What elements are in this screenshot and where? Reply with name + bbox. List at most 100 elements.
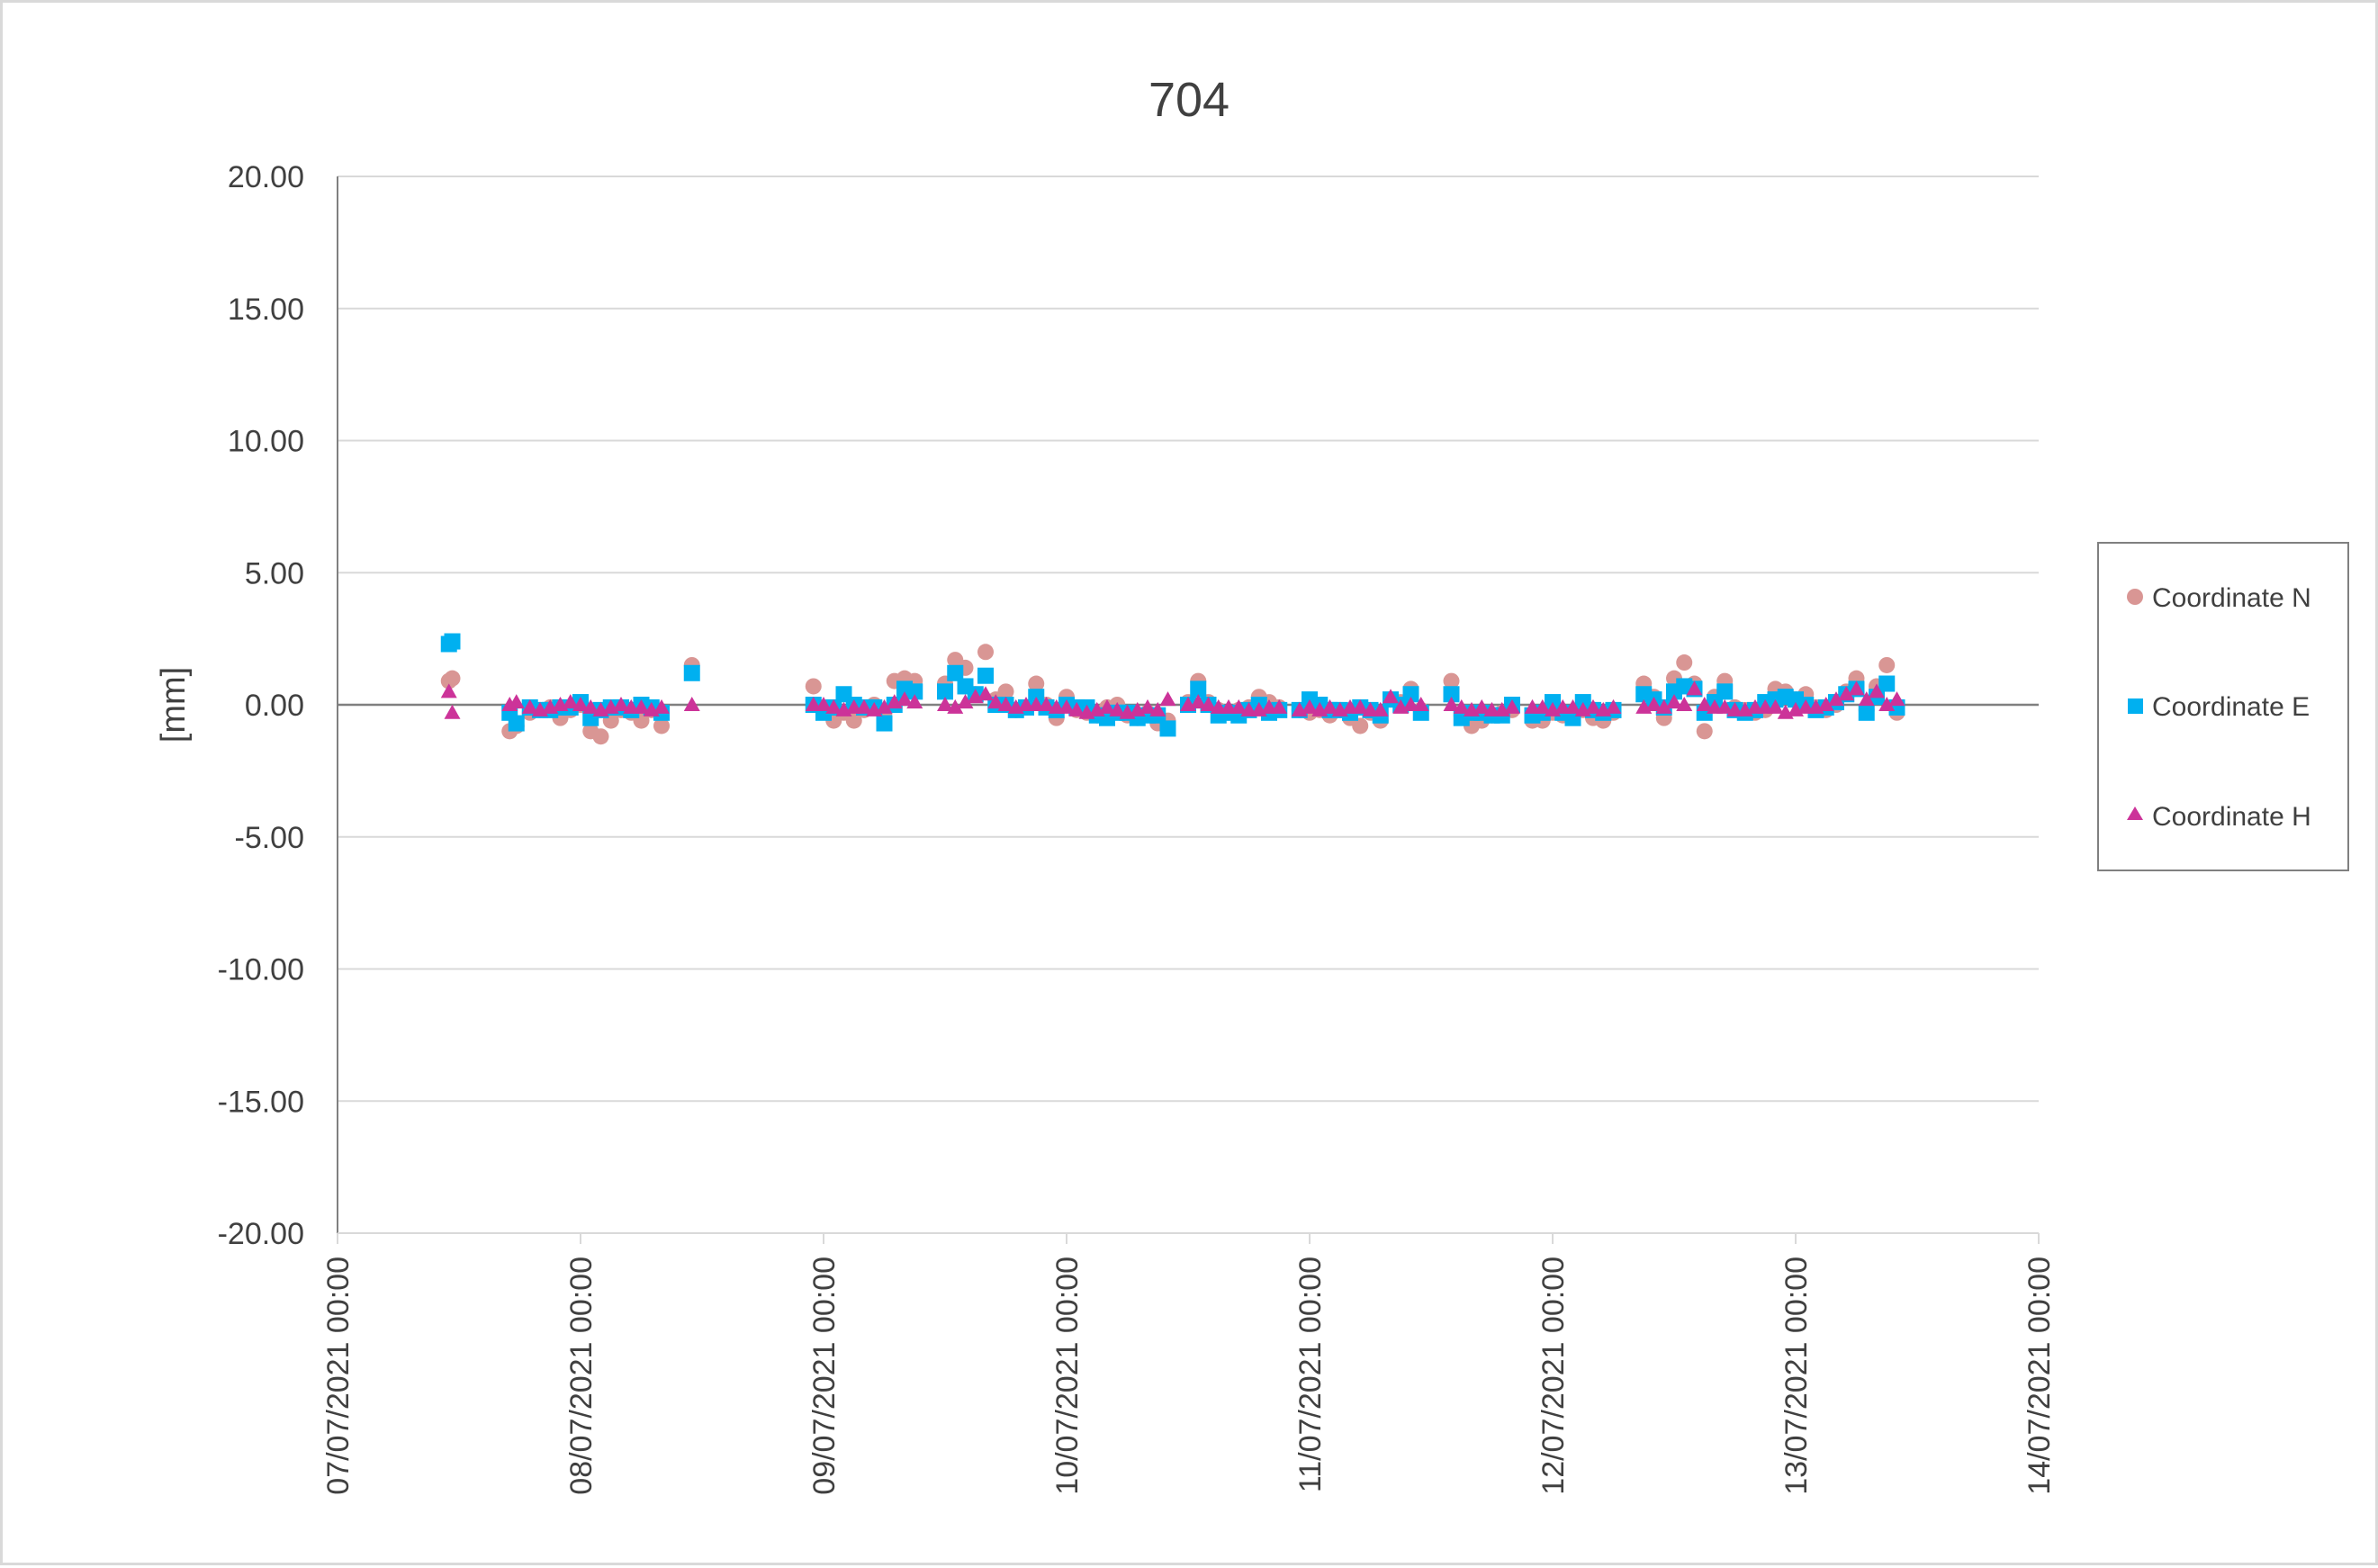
point-coordinate-n bbox=[977, 644, 994, 661]
point-coordinate-h bbox=[1504, 698, 1520, 714]
point-coordinate-e bbox=[977, 667, 994, 684]
point-coordinate-h bbox=[1443, 697, 1460, 711]
x-tick-labels: 07/07/2021 00:00 08/07/2021 00:00 09/07/20… bbox=[321, 1257, 2057, 1495]
point-coordinate-h bbox=[1655, 698, 1672, 714]
legend-marker-h bbox=[2127, 807, 2143, 820]
point-coordinate-h bbox=[815, 697, 832, 711]
point-coordinate-h bbox=[1848, 680, 1865, 696]
point-coordinate-h bbox=[1585, 698, 1601, 714]
y-tick-label: 10.00 bbox=[228, 425, 304, 459]
point-coordinate-h bbox=[1058, 698, 1075, 714]
point-coordinate-n bbox=[1352, 717, 1369, 734]
point-coordinate-e bbox=[1716, 683, 1734, 700]
x-tick-label: 08/07/2021 00:00 bbox=[564, 1257, 599, 1495]
point-coordinate-h bbox=[997, 697, 1014, 711]
point-coordinate-n bbox=[1028, 675, 1045, 692]
point-coordinate-h bbox=[1828, 691, 1844, 707]
y-tick-label: 20.00 bbox=[228, 160, 304, 194]
point-coordinate-n bbox=[1878, 656, 1896, 673]
point-coordinate-e bbox=[683, 664, 700, 681]
x-tick-label: 13/07/2021 00:00 bbox=[1779, 1257, 1814, 1495]
point-coordinate-h bbox=[572, 697, 589, 711]
y-tick-labels: 20.00 15.00 10.00 5.00 0.00 -5.00 -10.00 -15.00… bbox=[218, 160, 304, 1251]
legend-label-n: Coordinate N bbox=[2152, 583, 2311, 613]
point-coordinate-h bbox=[825, 698, 842, 714]
point-coordinate-h bbox=[1838, 686, 1855, 701]
point-coordinate-e bbox=[937, 683, 953, 700]
point-coordinate-h bbox=[876, 698, 893, 714]
point-coordinate-h bbox=[444, 704, 461, 719]
y-tick-label: -10.00 bbox=[218, 953, 304, 987]
legend-label-h: Coordinate H bbox=[2152, 802, 2311, 832]
point-coordinate-h bbox=[1666, 694, 1682, 709]
legend-marker-e bbox=[2128, 698, 2143, 714]
y-tick-label: 5.00 bbox=[245, 556, 304, 590]
point-coordinate-h bbox=[1302, 698, 1318, 714]
point-coordinate-h bbox=[521, 698, 538, 714]
point-coordinate-h bbox=[957, 694, 974, 709]
point-coordinate-h bbox=[1372, 701, 1389, 716]
point-coordinate-e bbox=[1878, 675, 1896, 692]
point-coordinate-h bbox=[977, 686, 994, 701]
point-coordinate-e bbox=[1190, 680, 1207, 698]
y-axis-title: [mm] bbox=[155, 667, 193, 743]
scatter-chart: 704 [mm] 20.00 15.00 10.00 5.00 0.00 -5.00 -10… bbox=[155, 73, 2349, 1495]
point-coordinate-h bbox=[1817, 697, 1834, 711]
y-tick-label: -5.00 bbox=[235, 821, 305, 855]
point-coordinate-h bbox=[1473, 698, 1491, 714]
point-coordinate-e bbox=[1159, 720, 1176, 737]
point-coordinate-n bbox=[997, 683, 1014, 700]
point-coordinate-h bbox=[508, 694, 525, 709]
grid-lines bbox=[338, 176, 2039, 1234]
point-coordinate-h bbox=[1858, 691, 1875, 707]
point-coordinate-h bbox=[1716, 698, 1734, 714]
series-h bbox=[440, 680, 1905, 719]
point-coordinate-e bbox=[876, 715, 893, 732]
point-coordinate-h bbox=[1888, 691, 1905, 707]
point-coordinate-h bbox=[1564, 698, 1581, 714]
point-coordinate-h bbox=[1230, 698, 1248, 714]
point-coordinate-h bbox=[1149, 701, 1166, 716]
point-coordinate-h bbox=[683, 697, 700, 711]
y-tick-label: 15.00 bbox=[228, 293, 304, 327]
point-coordinate-h bbox=[440, 683, 457, 698]
point-coordinate-n bbox=[1696, 723, 1713, 740]
point-coordinate-e bbox=[947, 664, 964, 681]
point-coordinate-h bbox=[1190, 694, 1207, 709]
point-coordinate-e bbox=[508, 715, 525, 732]
point-coordinate-h bbox=[633, 698, 650, 714]
point-coordinate-e bbox=[1443, 686, 1460, 703]
point-coordinate-n bbox=[1676, 654, 1693, 671]
point-coordinate-h bbox=[1038, 697, 1055, 711]
point-coordinate-h bbox=[947, 698, 964, 714]
point-coordinate-h bbox=[1686, 680, 1703, 696]
point-coordinate-h bbox=[896, 691, 913, 707]
point-coordinate-h bbox=[1099, 698, 1115, 714]
point-coordinate-h bbox=[1696, 697, 1713, 711]
point-coordinate-h bbox=[1109, 701, 1126, 716]
data-points bbox=[440, 633, 1905, 745]
point-coordinate-e bbox=[1402, 686, 1419, 703]
point-coordinate-h bbox=[1139, 698, 1156, 714]
point-coordinate-h bbox=[1412, 697, 1429, 711]
x-tick-label: 09/07/2021 00:00 bbox=[807, 1257, 842, 1495]
x-tick-label: 07/07/2021 00:00 bbox=[321, 1257, 356, 1495]
point-coordinate-h bbox=[1869, 683, 1885, 698]
y-tick-label: -20.00 bbox=[218, 1217, 304, 1251]
point-coordinate-n bbox=[653, 717, 670, 734]
x-tick-label: 11/07/2021 00:00 bbox=[1293, 1257, 1328, 1492]
x-tick-label: 12/07/2021 00:00 bbox=[1536, 1257, 1571, 1495]
point-coordinate-h bbox=[1878, 697, 1896, 711]
point-coordinate-h bbox=[653, 698, 670, 714]
point-coordinate-h bbox=[1383, 689, 1399, 704]
point-coordinate-h bbox=[1645, 697, 1662, 711]
point-coordinate-h bbox=[1767, 698, 1784, 714]
point-coordinate-h bbox=[1676, 697, 1693, 711]
point-coordinate-h bbox=[1068, 701, 1085, 716]
point-coordinate-h bbox=[1159, 691, 1176, 707]
legend-marker-n bbox=[2127, 589, 2143, 605]
chart-title: 704 bbox=[1148, 73, 1230, 127]
point-coordinate-h bbox=[1321, 698, 1338, 714]
point-coordinate-n bbox=[1443, 672, 1460, 689]
point-coordinate-h bbox=[582, 698, 599, 714]
